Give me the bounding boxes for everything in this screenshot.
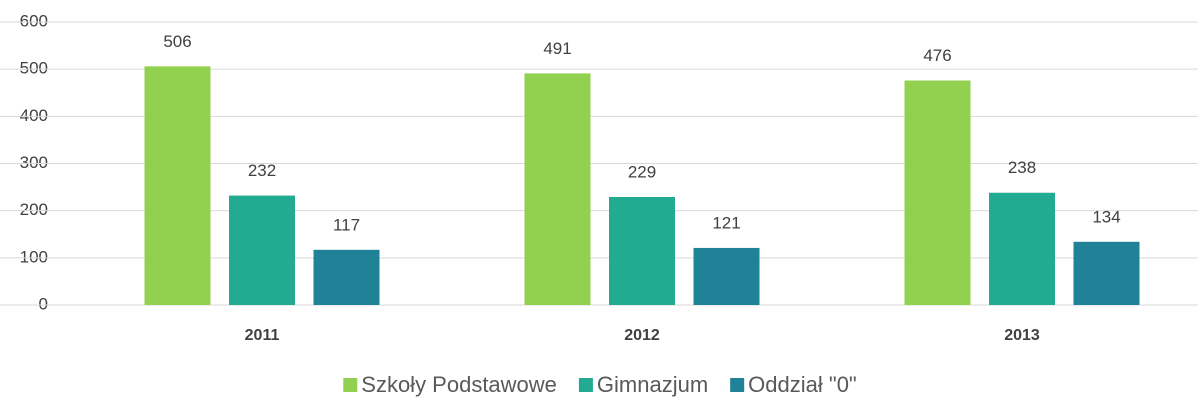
bar bbox=[989, 192, 1055, 305]
y-tick-label: 200 bbox=[20, 200, 48, 219]
y-tick-label: 600 bbox=[20, 11, 48, 30]
data-label: 117 bbox=[333, 215, 360, 234]
bar bbox=[904, 80, 971, 305]
bar bbox=[693, 247, 760, 305]
data-label: 121 bbox=[712, 213, 740, 232]
y-tick-label: 500 bbox=[20, 59, 48, 78]
legend-item: Oddział "0" bbox=[730, 372, 857, 397]
bar bbox=[229, 195, 295, 305]
legend-label: Gimnazjum bbox=[597, 372, 708, 397]
legend-swatch bbox=[343, 378, 358, 392]
data-label: 491 bbox=[543, 39, 571, 58]
y-tick-label: 100 bbox=[20, 247, 48, 266]
data-label: 506 bbox=[163, 32, 191, 51]
legend-item: Szkoły Podstawowe bbox=[343, 372, 557, 397]
x-tick-label: 2012 bbox=[624, 327, 660, 344]
data-label: 134 bbox=[1092, 207, 1120, 226]
data-label: 476 bbox=[923, 46, 951, 65]
x-tick-label: 2013 bbox=[1004, 327, 1040, 344]
data-label: 238 bbox=[1008, 158, 1036, 177]
y-tick-label: 300 bbox=[20, 153, 48, 172]
legend-swatch bbox=[730, 378, 745, 392]
data-label: 232 bbox=[248, 161, 276, 180]
bar bbox=[144, 66, 211, 305]
y-tick-label: 400 bbox=[20, 106, 48, 125]
legend-label: Szkoły Podstawowe bbox=[361, 372, 557, 397]
legend-swatch bbox=[578, 378, 593, 392]
bar bbox=[313, 249, 380, 305]
data-label: 229 bbox=[628, 162, 656, 181]
legend-label: Oddział "0" bbox=[748, 372, 857, 397]
y-tick-label: 0 bbox=[39, 294, 48, 313]
legend-item: Gimnazjum bbox=[578, 372, 708, 397]
bar bbox=[1073, 241, 1140, 305]
bar bbox=[524, 73, 591, 305]
x-tick-label: 2011 bbox=[245, 327, 280, 344]
bar bbox=[609, 196, 675, 305]
